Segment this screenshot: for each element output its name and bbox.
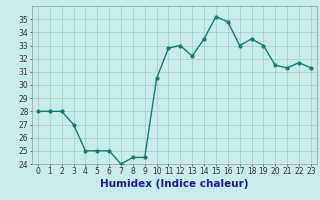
X-axis label: Humidex (Indice chaleur): Humidex (Indice chaleur) bbox=[100, 179, 249, 189]
